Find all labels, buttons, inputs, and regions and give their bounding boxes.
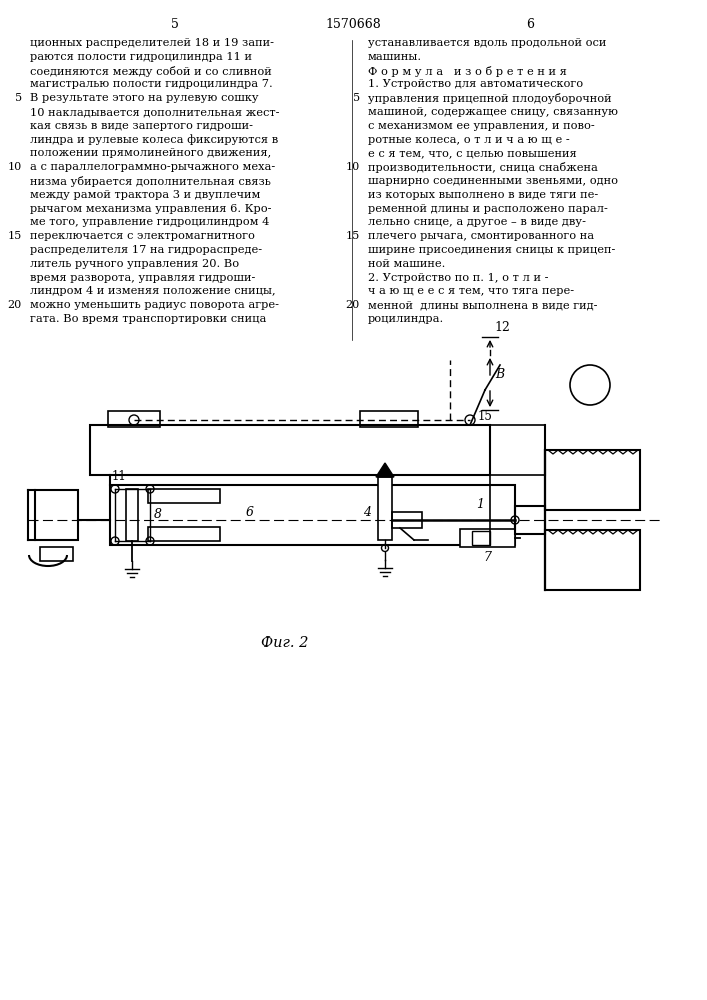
Text: а с параллелограммно-рычажного меха-: а с параллелограммно-рычажного меха- — [30, 162, 275, 172]
Bar — [148, 489, 220, 503]
Text: ширине присоединения сницы к прицеп-: ширине присоединения сницы к прицеп- — [368, 245, 615, 255]
Text: ротные колеса, о т л и ч а ю щ е -: ротные колеса, о т л и ч а ю щ е - — [368, 135, 570, 145]
Bar — [545, 450, 640, 510]
Text: 7: 7 — [483, 551, 491, 564]
Bar — [108, 411, 160, 427]
Text: кая связь в виде запертого гидроши-: кая связь в виде запертого гидроши- — [30, 121, 253, 131]
Bar — [515, 506, 545, 534]
Bar — [40, 547, 73, 561]
Text: линдром 4 и изменяя положение сницы,: линдром 4 и изменяя положение сницы, — [30, 286, 276, 296]
Text: положении прямолинейного движения,: положении прямолинейного движения, — [30, 148, 271, 158]
Text: 10: 10 — [346, 162, 360, 172]
Text: с механизмом ее управления, и пово-: с механизмом ее управления, и пово- — [368, 121, 595, 131]
Text: ной машине.: ной машине. — [368, 259, 445, 269]
Text: 2. Устройство по п. 1, о т л и -: 2. Устройство по п. 1, о т л и - — [368, 273, 549, 283]
Text: 1570668: 1570668 — [325, 18, 381, 31]
Bar — [360, 411, 418, 427]
Text: 15: 15 — [8, 231, 22, 241]
Bar — [378, 477, 392, 540]
Polygon shape — [376, 463, 394, 477]
Text: 10: 10 — [8, 162, 22, 172]
Text: между рамой трактора 3 и двуплечим: между рамой трактора 3 и двуплечим — [30, 190, 260, 200]
Text: В результате этого на рулевую сошку: В результате этого на рулевую сошку — [30, 93, 259, 103]
Text: машины.: машины. — [368, 52, 422, 62]
Text: переключается с электромагнитного: переключается с электромагнитного — [30, 231, 255, 241]
Text: производительности, сница снабжена: производительности, сница снабжена — [368, 162, 598, 173]
Text: 15: 15 — [478, 410, 493, 424]
Text: 5: 5 — [353, 93, 360, 103]
Text: ч а ю щ е е с я тем, что тяга пере-: ч а ю щ е е с я тем, что тяга пере- — [368, 286, 574, 296]
Text: шарнирно соединенными звеньями, одно: шарнирно соединенными звеньями, одно — [368, 176, 618, 186]
Text: 20: 20 — [346, 300, 360, 310]
Text: Ф о р м у л а   и з о б р е т е н и я: Ф о р м у л а и з о б р е т е н и я — [368, 66, 567, 77]
Text: низма убирается дополнительная связь: низма убирается дополнительная связь — [30, 176, 271, 187]
Bar — [148, 527, 220, 541]
Text: 1: 1 — [476, 498, 484, 512]
Text: плечего рычага, смонтированного на: плечего рычага, смонтированного на — [368, 231, 594, 241]
Bar — [460, 529, 515, 547]
Text: 8: 8 — [154, 508, 162, 522]
Bar — [90, 425, 490, 475]
Text: B: B — [495, 368, 504, 381]
Bar — [472, 531, 490, 545]
Text: устанавливается вдоль продольной оси: устанавливается вдоль продольной оси — [368, 38, 607, 48]
Text: раются полости гидроцилиндра 11 и: раются полости гидроцилиндра 11 и — [30, 52, 252, 62]
Text: магистралью полости гидроцилиндра 7.: магистралью полости гидроцилиндра 7. — [30, 79, 273, 89]
Text: 11: 11 — [112, 471, 127, 484]
Text: распределителя 17 на гидрораспреде-: распределителя 17 на гидрораспреде- — [30, 245, 262, 255]
Text: 10 накладывается дополнительная жест-: 10 накладывается дополнительная жест- — [30, 107, 279, 117]
Text: время разворота, управляя гидроши-: время разворота, управляя гидроши- — [30, 273, 255, 283]
Bar — [126, 489, 138, 541]
Text: 4: 4 — [363, 506, 371, 518]
Text: роцилиндра.: роцилиндра. — [368, 314, 444, 324]
Text: ременной длины и расположено парал-: ременной длины и расположено парал- — [368, 204, 608, 214]
Text: линдра и рулевые колеса фиксируются в: линдра и рулевые колеса фиксируются в — [30, 135, 279, 145]
Bar — [392, 512, 422, 528]
Bar — [545, 530, 640, 590]
Text: 12: 12 — [494, 321, 510, 334]
Text: Фиг. 2: Фиг. 2 — [262, 636, 309, 650]
Text: литель ручного управления 20. Во: литель ручного управления 20. Во — [30, 259, 239, 269]
Text: машиной, содержащее сницу, связанную: машиной, содержащее сницу, связанную — [368, 107, 618, 117]
Text: рычагом механизма управления 6. Кро-: рычагом механизма управления 6. Кро- — [30, 204, 271, 214]
Text: 6: 6 — [526, 18, 534, 31]
Text: из которых выполнено в виде тяги пе-: из которых выполнено в виде тяги пе- — [368, 190, 598, 200]
Bar — [110, 485, 515, 545]
Bar — [35, 490, 78, 540]
Text: лельно снице, а другое – в виде дву-: лельно снице, а другое – в виде дву- — [368, 217, 586, 227]
Text: гата. Во время транспортировки сница: гата. Во время транспортировки сница — [30, 314, 267, 324]
Text: 15: 15 — [346, 231, 360, 241]
Text: 20: 20 — [8, 300, 22, 310]
Text: 5: 5 — [171, 18, 179, 31]
Text: 5: 5 — [15, 93, 22, 103]
Text: ционных распределителей 18 и 19 запи-: ционных распределителей 18 и 19 запи- — [30, 38, 274, 48]
Text: управления прицепной плодоуборочной: управления прицепной плодоуборочной — [368, 93, 612, 104]
Text: е с я тем, что, с целью повышения: е с я тем, что, с целью повышения — [368, 148, 577, 158]
Text: соединяются между собой и со сливной: соединяются между собой и со сливной — [30, 66, 271, 77]
Text: 1. Устройство для автоматического: 1. Устройство для автоматического — [368, 79, 583, 89]
Text: ме того, управление гидроцилиндром 4: ме того, управление гидроцилиндром 4 — [30, 217, 269, 227]
Text: 6: 6 — [246, 506, 254, 518]
Text: можно уменьшить радиус поворота агре-: можно уменьшить радиус поворота агре- — [30, 300, 279, 310]
Text: менной  длины выполнена в виде гид-: менной длины выполнена в виде гид- — [368, 300, 597, 310]
